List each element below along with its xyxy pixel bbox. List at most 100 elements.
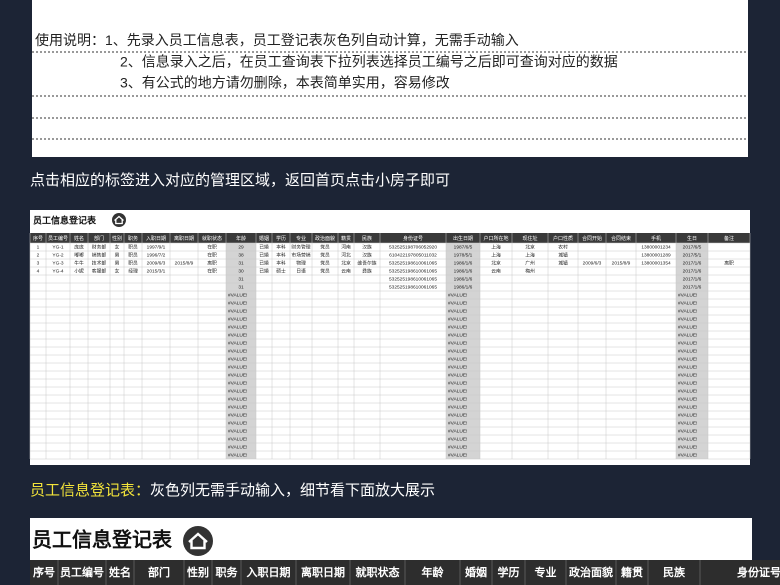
cell: 庞庞 xyxy=(74,244,84,251)
column-header: 手机 xyxy=(651,235,661,242)
cell: #VALUE! xyxy=(228,365,247,371)
cell: 彝族 xyxy=(362,268,372,275)
cell: 财务部 xyxy=(92,244,107,251)
formula-column xyxy=(676,243,708,459)
cell: 532525198706052920 xyxy=(389,245,437,251)
column-header: 序号 xyxy=(33,565,55,579)
cell: YG-4 xyxy=(52,269,64,275)
cell: 31 xyxy=(238,285,244,291)
cell: 13800001354 xyxy=(641,261,671,267)
column-header: 学历 xyxy=(498,565,520,579)
cell: #VALUE! xyxy=(228,317,247,323)
cell: 汉族 xyxy=(362,252,372,259)
caption: 员工信息登记表：灰色列无需手动输入，细节看下面放大展示 xyxy=(30,482,435,499)
cell: 上海 xyxy=(525,252,535,259)
zoom-title: 员工信息登记表 xyxy=(32,527,173,551)
cell: YG-1 xyxy=(52,245,64,251)
instruction-line: 3、有公式的地方请勿删除，本表简单实用，容易修改 xyxy=(120,75,450,91)
cell: 532525198610061065 xyxy=(389,269,437,275)
cell: 北京 xyxy=(491,260,501,267)
cell: 31 xyxy=(238,277,244,283)
cell: 13800001289 xyxy=(641,253,671,259)
cell: 市场营销 xyxy=(291,252,310,259)
cell: 汉族 xyxy=(362,244,372,251)
cell: 牛牛 xyxy=(74,260,84,267)
cell: 男 xyxy=(115,253,120,259)
cell: 2017/1/6 xyxy=(683,261,702,267)
column-header: 职务 xyxy=(216,565,239,579)
cell: 在职 xyxy=(207,244,217,251)
cell: 党员 xyxy=(320,244,330,251)
header-bg xyxy=(30,233,750,243)
caption-highlight: 员工信息登记表： xyxy=(30,482,150,499)
cell: #VALUE! xyxy=(678,381,697,387)
cell: #VALUE! xyxy=(228,325,247,331)
column-header: 姓名 xyxy=(109,565,131,579)
column-header: 生日 xyxy=(687,235,697,242)
cell: 销售部 xyxy=(92,252,107,259)
cell: 2017/5/1 xyxy=(683,253,702,259)
cell: 维吾尔族 xyxy=(357,260,376,267)
cell: 29 xyxy=(238,245,244,251)
column-header: 婚姻 xyxy=(465,565,487,579)
cell: 日语 xyxy=(296,268,306,275)
cell: #VALUE! xyxy=(228,309,247,315)
cell: #VALUE! xyxy=(228,341,247,347)
column-header: 就职状态 xyxy=(202,235,222,242)
cell: #VALUE! xyxy=(448,373,467,379)
cell: #VALUE! xyxy=(448,293,467,299)
column-header: 入职日期 xyxy=(146,236,166,242)
cell: #VALUE! xyxy=(448,301,467,307)
cell: 1987/6/5 xyxy=(454,245,473,251)
cell: #VALUE! xyxy=(448,429,467,435)
cell: #VALUE! xyxy=(448,453,467,459)
cell: #VALUE! xyxy=(448,357,467,363)
column-header: 性别 xyxy=(187,565,209,579)
instructions-panel xyxy=(32,0,748,157)
cell: 532525198610061065 xyxy=(389,277,437,283)
cell: #VALUE! xyxy=(678,333,697,339)
cell: #VALUE! xyxy=(678,437,697,443)
cell: #VALUE! xyxy=(448,309,467,315)
cell: 北京 xyxy=(525,244,535,251)
cell: 2 xyxy=(37,253,40,259)
column-header: 政治面貌 xyxy=(569,565,613,579)
cell: #VALUE! xyxy=(448,421,467,427)
cell: 2015/3/1 xyxy=(147,269,166,275)
cell: 河南 xyxy=(341,244,351,251)
dashed-rules xyxy=(32,51,748,140)
column-header: 离职日期 xyxy=(174,235,194,242)
cell: #VALUE! xyxy=(448,405,467,411)
column-header: 员工编号 xyxy=(48,235,68,242)
column-header: 部门 xyxy=(148,565,170,579)
column-header: 户口所在地 xyxy=(483,235,508,242)
cell: 云南 xyxy=(491,268,501,275)
cell: 上海 xyxy=(491,252,501,259)
cell: 职员 xyxy=(128,261,138,267)
column-header: 年龄 xyxy=(236,235,246,242)
cell: #VALUE! xyxy=(228,437,247,443)
cell: #VALUE! xyxy=(678,413,697,419)
cell: 本科 xyxy=(276,260,286,267)
cell: 2009/6/3 xyxy=(147,261,166,267)
formula-column xyxy=(226,243,256,459)
cell: #VALUE! xyxy=(228,349,247,355)
cell: 财务管理 xyxy=(291,244,310,251)
cell: #VALUE! xyxy=(678,325,697,331)
cell: #VALUE! xyxy=(448,397,467,403)
column-header: 合同开始 xyxy=(582,235,602,242)
cell: 党员 xyxy=(320,260,330,267)
instruction-label: 使用说明： xyxy=(35,32,105,48)
cell: #VALUE! xyxy=(448,317,467,323)
column-header: 备注 xyxy=(724,235,734,242)
cell: 客服部 xyxy=(92,268,107,275)
cell: 38 xyxy=(238,253,244,259)
cell: #VALUE! xyxy=(678,357,697,363)
cell: #VALUE! xyxy=(228,413,247,419)
home-icon[interactable] xyxy=(183,526,213,556)
cell: 1986/1/6 xyxy=(454,285,473,291)
cell: 女 xyxy=(115,244,120,251)
caption-text: 灰色列无需手动输入，细节看下面放大展示 xyxy=(150,482,435,499)
cell: #VALUE! xyxy=(228,453,247,459)
cell: 上海 xyxy=(491,244,501,251)
